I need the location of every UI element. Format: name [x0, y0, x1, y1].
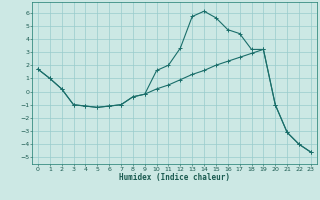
X-axis label: Humidex (Indice chaleur): Humidex (Indice chaleur) — [119, 173, 230, 182]
